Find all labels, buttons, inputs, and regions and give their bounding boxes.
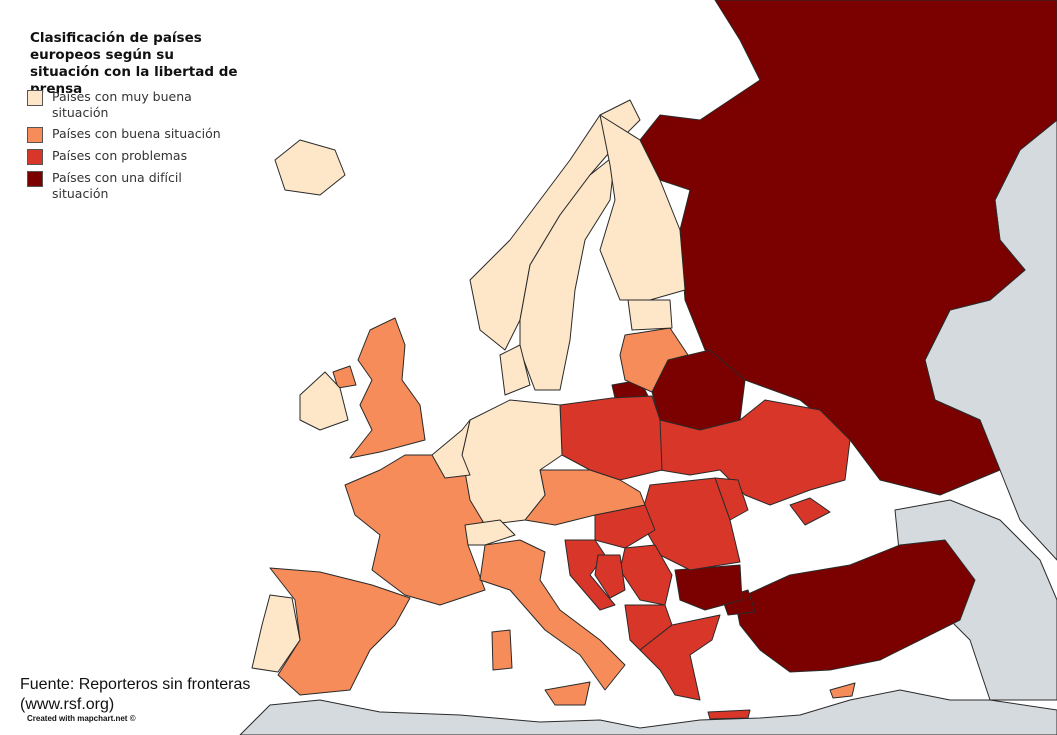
legend-label: Países con problemas <box>52 148 188 163</box>
country-ireland <box>299 371 349 431</box>
legend-label: Países con una difícil situación <box>52 170 182 201</box>
country-cyprus <box>829 682 856 699</box>
country-northern-ireland <box>332 365 357 389</box>
source-line-2: (www.rsf.org) <box>20 696 115 713</box>
country-denmark <box>499 344 531 396</box>
legend-item-problems: Países con problemas <box>27 148 237 165</box>
country-germany <box>461 399 563 526</box>
country-greece <box>639 614 721 701</box>
legend-item-good: Países con buena situación <box>27 126 237 143</box>
country-greece-crete <box>707 709 751 720</box>
country-switzerland <box>464 519 516 546</box>
country-ukraine-crimea <box>789 497 831 526</box>
country-estonia <box>627 299 673 331</box>
country-bosnia <box>594 554 626 599</box>
country-italy-sardinia <box>491 629 513 671</box>
country-benelux <box>431 419 471 479</box>
country-poland <box>559 395 663 481</box>
legend-swatch <box>27 171 43 187</box>
country-italy-sicily <box>544 681 591 706</box>
source-line-1: Fuente: Reporteros sin fronteras <box>20 676 251 693</box>
legend-swatch <box>27 127 43 143</box>
country-italy <box>479 539 626 691</box>
country-baltic-latvia-lithuania <box>619 327 689 393</box>
legend-swatch <box>27 90 43 106</box>
legend-label: Países con muy buena situación <box>52 89 192 120</box>
source-note: Fuente: Reporteros sin fronteras (www.rs… <box>20 675 250 715</box>
country-turkey <box>734 539 976 673</box>
country-iceland <box>274 139 346 196</box>
country-portugal <box>251 594 301 673</box>
map-title: Clasificación de países europeos según s… <box>30 30 238 97</box>
country-united-kingdom <box>349 317 426 459</box>
credit-text: Created with mapchart.net © <box>27 714 136 723</box>
legend-label: Países con buena situación <box>52 126 221 141</box>
country-ukraine <box>659 399 851 506</box>
north-africa <box>239 689 1057 735</box>
legend: Países con muy buena situación Países co… <box>27 89 237 207</box>
country-bulgaria <box>674 564 743 611</box>
country-russia <box>639 0 1057 496</box>
country-france <box>344 454 491 606</box>
legend-item-very-good: Países con muy buena situación <box>27 89 237 121</box>
legend-swatch <box>27 149 43 165</box>
legend-item-difficult: Países con una difícil situación <box>27 170 237 202</box>
